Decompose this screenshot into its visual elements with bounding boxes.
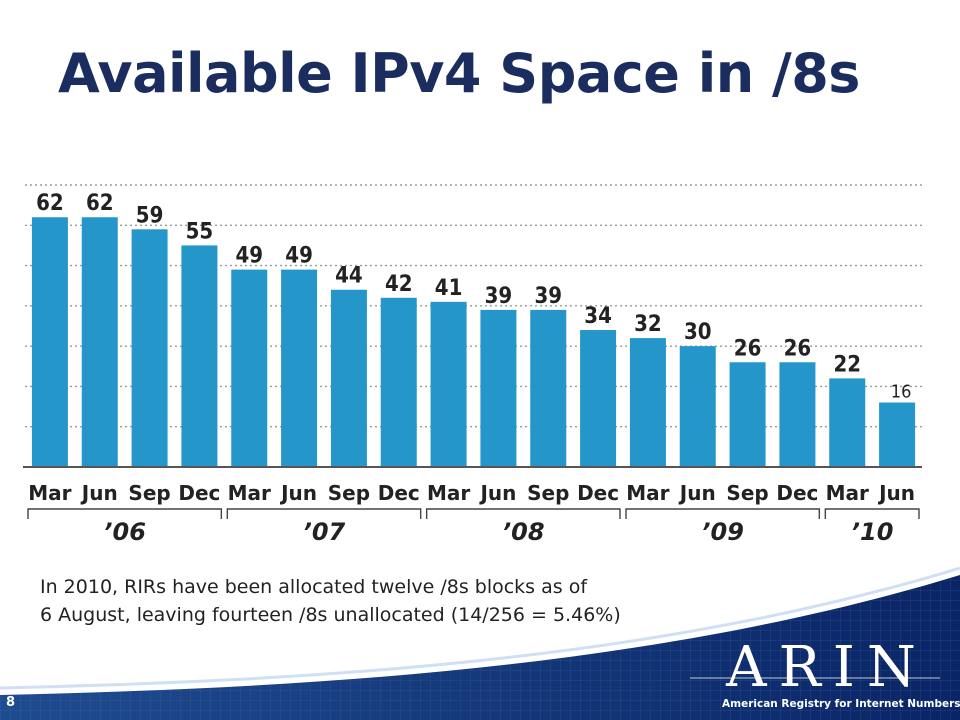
data-label: 42 — [385, 272, 413, 297]
tick-label: Jun — [279, 481, 317, 505]
bar — [430, 301, 467, 467]
bar — [480, 309, 517, 467]
tick-label: Dec — [178, 481, 220, 505]
data-label: 44 — [335, 264, 363, 289]
tick-label: Mar — [626, 481, 669, 505]
data-label: 49 — [285, 244, 313, 269]
data-label: 26 — [784, 336, 812, 361]
year-bracket — [824, 508, 920, 519]
data-label: 39 — [485, 284, 513, 309]
data-label: 26 — [734, 336, 762, 361]
tick-label: Sep — [726, 481, 768, 505]
tick-label: Dec — [378, 481, 420, 505]
year-bracket — [625, 508, 821, 519]
year-label: ’07 — [303, 518, 346, 546]
tick-label: Jun — [478, 481, 516, 505]
tick-label: Sep — [328, 481, 370, 505]
tick-label: Jun — [877, 481, 915, 505]
data-label: 16 — [891, 382, 912, 403]
arin-logo: ARIN — [726, 635, 928, 700]
year-label: ’09 — [701, 518, 744, 546]
year-label: ’06 — [103, 518, 146, 546]
tick-label: Sep — [527, 481, 569, 505]
data-label: 41 — [435, 276, 463, 301]
data-label: 32 — [634, 312, 662, 337]
page-title: Available IPv4 Space in /8s — [58, 42, 860, 105]
data-label: 59 — [136, 203, 164, 228]
tick-label: Dec — [776, 481, 818, 505]
data-label: 34 — [584, 304, 612, 329]
bar — [81, 217, 118, 467]
bar — [31, 217, 68, 467]
bar — [729, 362, 766, 467]
data-label: 22 — [833, 352, 861, 377]
tick-label: Mar — [28, 481, 71, 505]
data-label: 49 — [235, 244, 263, 269]
data-label: 62 — [36, 191, 64, 216]
bar — [330, 289, 367, 467]
note-line-1: In 2010, RIRs have been allocated twelve… — [40, 576, 588, 598]
bar — [679, 346, 716, 467]
data-label: 62 — [86, 191, 114, 216]
bar-chart: 62 Mar 62 Jun 59 Sep 55 Dec 49 Mar 49 Jun 44 Sep 42 Dec… — [23, 184, 922, 546]
bar — [829, 378, 866, 467]
bar — [629, 338, 666, 467]
bar — [580, 330, 617, 467]
bar — [380, 297, 417, 467]
bar — [530, 309, 567, 467]
bar — [879, 402, 916, 467]
data-label: 55 — [186, 219, 214, 244]
tick-label: Mar — [228, 481, 271, 505]
year-bracket — [425, 508, 621, 519]
bar — [779, 362, 816, 467]
year-bracket — [27, 508, 223, 519]
tick-label: Jun — [678, 481, 716, 505]
data-label: 39 — [534, 284, 562, 309]
bar — [231, 269, 268, 467]
tick-label: Jun — [80, 481, 118, 505]
year-label: ’08 — [502, 518, 545, 546]
footer-band — [0, 566, 960, 720]
data-label: 30 — [684, 320, 712, 345]
note-line-2: 6 August, leaving fourteen /8s unallocat… — [40, 604, 621, 626]
arin-logo-subtitle: American Registry for Internet Numbers — [722, 698, 960, 710]
tick-label: Mar — [826, 481, 869, 505]
page-number: 8 — [6, 695, 16, 710]
bar — [131, 229, 168, 467]
year-bracket — [226, 508, 422, 519]
bar — [181, 245, 218, 467]
tick-label: Dec — [577, 481, 619, 505]
year-label: ’10 — [851, 518, 894, 546]
bar — [281, 269, 318, 467]
tick-label: Sep — [128, 481, 170, 505]
chart-note: In 2010, RIRs have been allocated twelve… — [40, 573, 760, 629]
tick-label: Mar — [427, 481, 470, 505]
